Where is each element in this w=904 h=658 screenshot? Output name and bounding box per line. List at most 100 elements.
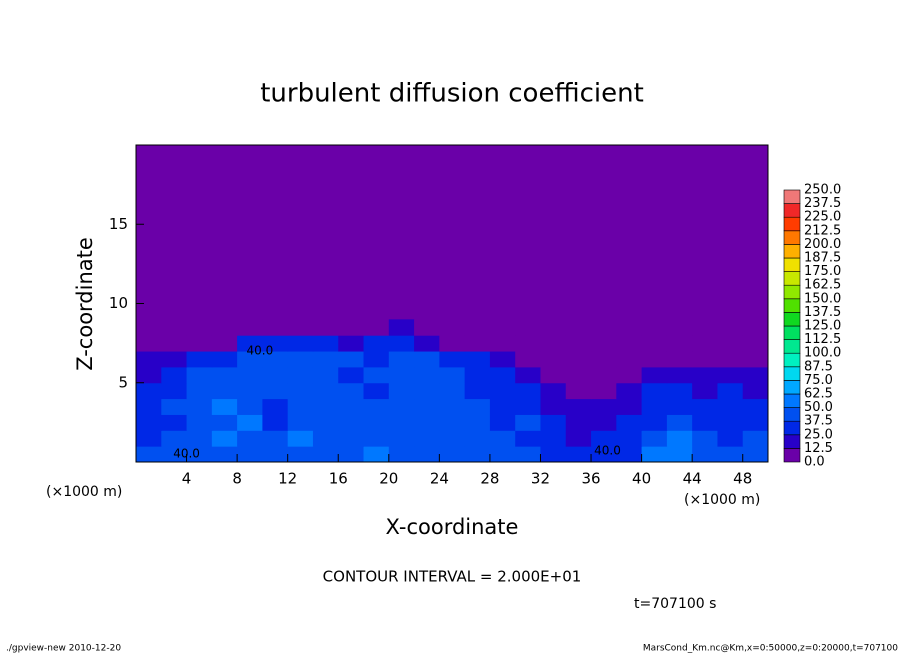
field-cell <box>414 430 440 447</box>
field-cell <box>540 335 567 352</box>
field-cell <box>338 319 365 336</box>
colorbar-label: 50.0 <box>804 400 833 415</box>
field-cell <box>666 351 693 368</box>
field-cell <box>136 414 162 431</box>
x-tick-label: 28 <box>480 470 499 488</box>
field-cell <box>211 366 238 384</box>
field-cell <box>363 414 390 431</box>
field-cell <box>641 382 668 400</box>
field-cell <box>439 414 466 431</box>
colorbar-box <box>783 366 801 381</box>
field-cell <box>312 382 339 400</box>
colorbar-box <box>783 203 801 218</box>
colorbar-box <box>783 298 801 313</box>
field-cell <box>489 351 516 368</box>
colorbar-label: 37.5 <box>804 414 833 429</box>
field-cell <box>262 398 289 415</box>
field-cell <box>262 351 289 368</box>
colorbar-label: 150.0 <box>804 291 841 306</box>
field-cell <box>363 398 390 415</box>
field-cell <box>666 430 693 447</box>
field-cell <box>464 366 491 384</box>
field-cell <box>515 382 541 400</box>
field-cell <box>363 351 390 368</box>
field-cell <box>211 398 238 415</box>
field-cell <box>515 351 541 368</box>
field-cell <box>237 366 263 384</box>
field-cell <box>717 398 744 415</box>
field-cell <box>717 446 744 463</box>
field-cell <box>312 366 339 384</box>
colorbar-label: 175.0 <box>804 264 841 279</box>
field-cell <box>287 430 314 447</box>
colorbar-box <box>783 325 801 340</box>
field-cell <box>489 382 516 400</box>
field-cell <box>338 430 365 447</box>
field-cell <box>591 366 617 384</box>
field-cell <box>666 414 693 431</box>
colorbar-box <box>783 230 801 245</box>
field-cell <box>388 398 415 415</box>
field-cell <box>742 446 769 463</box>
field-cell <box>312 398 339 415</box>
field-cell <box>565 335 592 352</box>
field-cell <box>692 398 718 415</box>
field-cell <box>717 335 744 352</box>
field-cell <box>515 414 541 431</box>
field-cell <box>616 366 643 384</box>
field-cell <box>641 351 668 368</box>
field-cell <box>237 414 263 431</box>
field-cell <box>338 351 365 368</box>
field-cell <box>565 351 592 368</box>
field-cell <box>312 319 339 336</box>
x-tick-label: 40 <box>632 470 651 488</box>
y-tick-label: 10 <box>109 294 128 312</box>
x-tick-label: 36 <box>581 470 600 488</box>
field-cell <box>363 335 390 352</box>
field-cell <box>186 398 213 415</box>
field-cell <box>464 351 491 368</box>
field-cell <box>237 398 263 415</box>
field-cell <box>489 335 516 352</box>
field-cell <box>262 335 289 352</box>
field-cell <box>186 430 213 447</box>
colorbar-box <box>783 312 801 327</box>
field-cell <box>591 319 617 336</box>
field-cell <box>565 446 592 463</box>
field-cell <box>211 335 238 352</box>
field-cell <box>414 398 440 415</box>
field-cell <box>489 430 516 447</box>
field-cell <box>312 335 339 352</box>
field-cell <box>591 430 617 447</box>
field-cell <box>161 398 188 415</box>
colorbar-box <box>783 407 801 422</box>
field-cell <box>742 430 769 447</box>
field-cell <box>489 398 516 415</box>
y-tick-label: 15 <box>109 215 128 233</box>
colorbar-label: 0.0 <box>804 455 825 470</box>
field-cell <box>464 335 491 352</box>
field-cell <box>237 351 263 368</box>
field-cell <box>363 319 390 336</box>
field-cell <box>211 382 238 400</box>
field-cell <box>338 335 365 352</box>
field-cell <box>666 446 693 463</box>
field-cell <box>414 335 440 352</box>
x-tick-label: 16 <box>329 470 348 488</box>
field-cell <box>489 414 516 431</box>
field-cell <box>540 430 567 447</box>
field-cell <box>439 398 466 415</box>
field-cell <box>717 382 744 400</box>
field-cell <box>388 366 415 384</box>
field-cell <box>717 414 744 431</box>
x-axis-label: X-coordinate <box>386 515 519 539</box>
field-cell <box>136 366 162 384</box>
colorbar-box <box>783 244 801 259</box>
field-cell <box>717 351 744 368</box>
field-cell <box>186 335 213 352</box>
x-tick-label: 8 <box>232 470 242 488</box>
colorbar-box <box>783 420 801 436</box>
field-cell <box>287 366 314 384</box>
field-cell <box>692 446 718 463</box>
